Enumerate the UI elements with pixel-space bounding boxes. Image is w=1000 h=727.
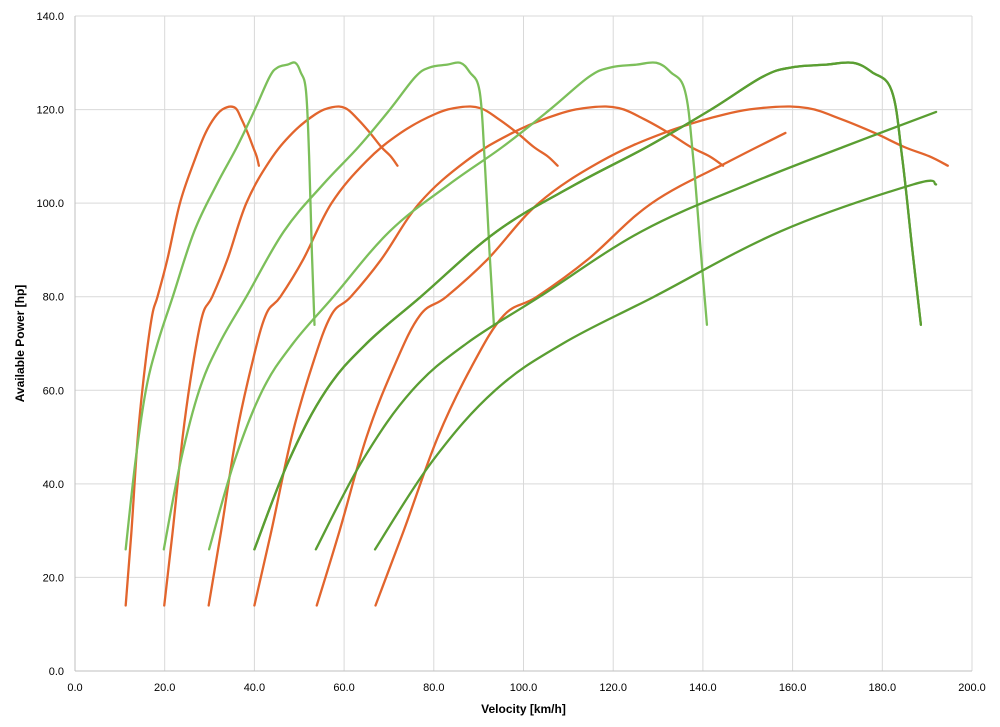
x-tick-label: 60.0 <box>333 682 354 694</box>
x-tick-label: 20.0 <box>154 682 175 694</box>
orange-series-line <box>124 105 261 607</box>
light-green-series-line <box>162 61 496 551</box>
dark-green-series-line <box>314 110 938 551</box>
x-tick-label: 200.0 <box>958 682 986 694</box>
light-green-series-line <box>124 61 316 551</box>
x-tick-label: 180.0 <box>869 682 897 694</box>
gridlines <box>75 15 973 671</box>
x-tick-label: 100.0 <box>510 682 538 694</box>
x-tick-label: 140.0 <box>689 682 717 694</box>
y-axis-title: Available Power [hp] <box>13 285 27 403</box>
orange-series-line <box>315 105 949 607</box>
x-tick-label: 120.0 <box>599 682 627 694</box>
x-tick-label: 160.0 <box>779 682 807 694</box>
y-tick-label: 80.0 <box>43 292 64 304</box>
orange-series-line <box>374 131 787 607</box>
axes <box>74 16 972 672</box>
series-lines <box>124 61 949 607</box>
light-green-series-line <box>207 61 709 551</box>
orange-series-line <box>207 105 559 607</box>
y-tick-label: 140.0 <box>36 11 64 23</box>
x-tick-label: 0.0 <box>67 682 82 694</box>
orange-series-line <box>253 105 725 607</box>
y-tick-label: 20.0 <box>43 572 64 584</box>
x-tick-label: 40.0 <box>244 682 265 694</box>
x-axis-title: Velocity [km/h] <box>481 702 566 716</box>
orange-series-line <box>163 105 399 607</box>
y-tick-label: 60.0 <box>43 385 64 397</box>
y-tick-label: 40.0 <box>43 479 64 491</box>
tick-labels: 0.0 20.0 40.0 60.0 80.0 100.0 120.0 140.0 160.0 1… <box>36 11 985 694</box>
y-tick-label: 120.0 <box>36 105 64 117</box>
dark-green-series-line <box>373 179 938 551</box>
y-tick-label: 0.0 <box>49 666 64 678</box>
y-tick-label: 100.0 <box>36 198 64 210</box>
dark-green-series-line <box>253 61 923 551</box>
x-tick-label: 80.0 <box>423 682 444 694</box>
